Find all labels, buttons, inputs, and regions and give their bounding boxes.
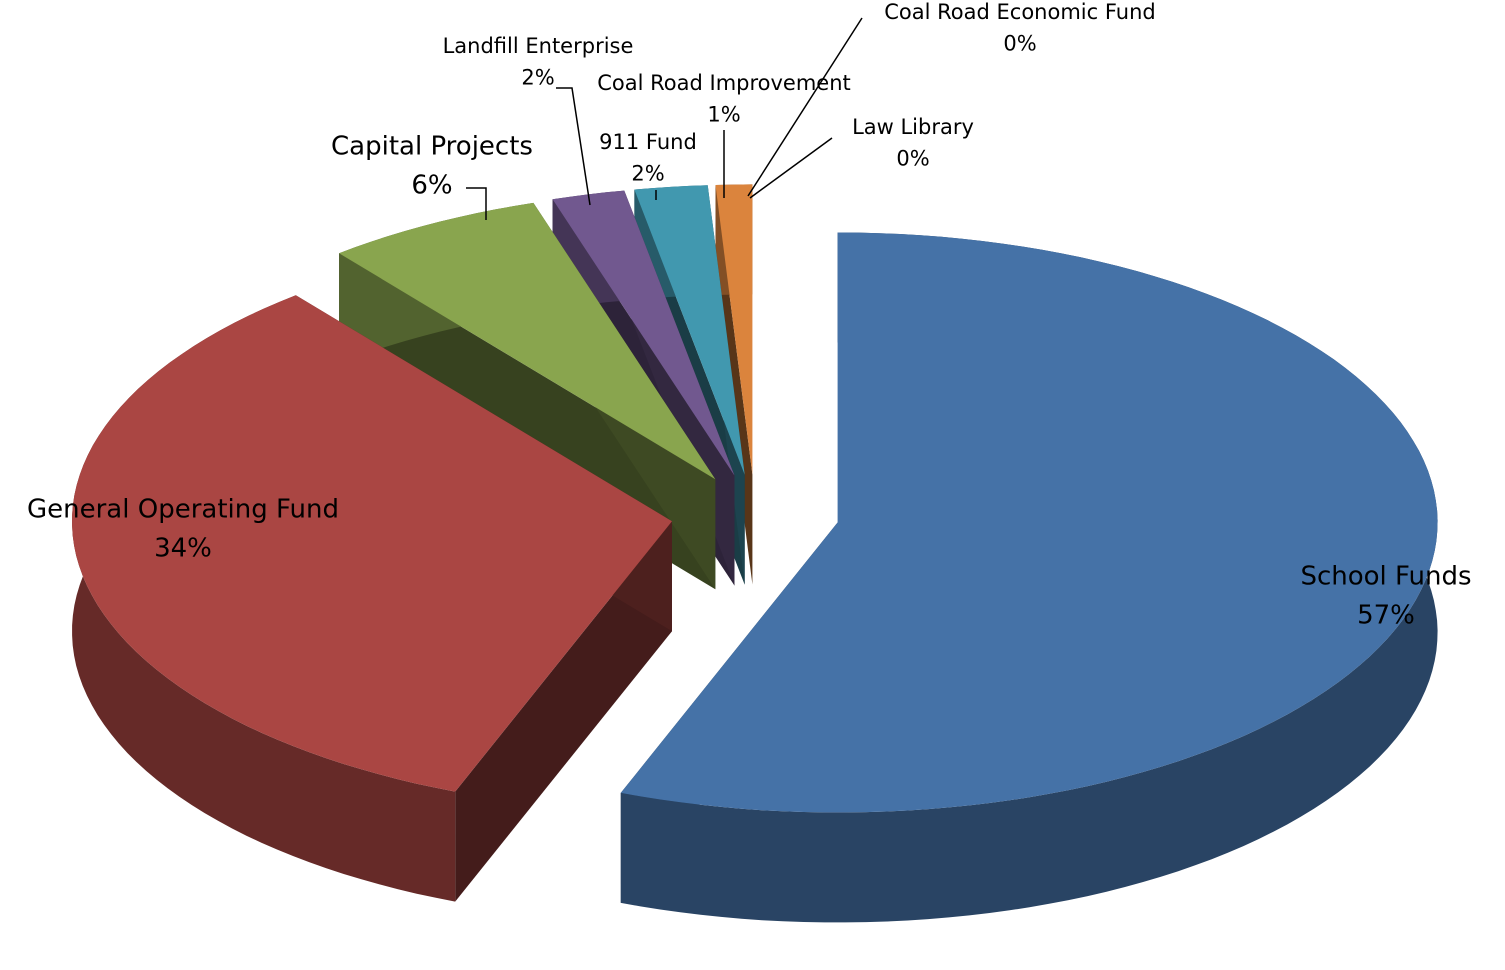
- slice-top: [715, 184, 753, 475]
- slice-label: Law Library: [852, 115, 974, 139]
- slice: [72, 295, 673, 902]
- slice-value-label: 2%: [521, 66, 554, 90]
- slice: [620, 232, 1438, 923]
- slice-value-label: 1%: [707, 103, 740, 127]
- slice-value-label: 57%: [1357, 601, 1415, 631]
- leader-line: [556, 87, 591, 206]
- slice-label: Capital Projects: [331, 132, 533, 162]
- slice-value-label: 2%: [631, 162, 664, 186]
- slice-top: [72, 295, 673, 792]
- slice-label: Coal Road Improvement: [597, 71, 851, 95]
- slice-value-label: 0%: [896, 147, 929, 171]
- slice-label: School Funds: [1300, 562, 1471, 592]
- slice-label: General Operating Fund: [27, 495, 339, 525]
- slice-label: Coal Road Economic Fund: [884, 0, 1155, 24]
- slice-top: [634, 185, 745, 475]
- slice-value-label: 34%: [154, 534, 212, 564]
- slice-top: [552, 190, 735, 476]
- leader-line: [749, 137, 833, 199]
- slice-side: [455, 521, 672, 902]
- slice-label: 911 Fund: [599, 130, 697, 154]
- slice-top: [620, 232, 1438, 813]
- slice-value-label: 6%: [411, 171, 452, 201]
- slice-value-label: 0%: [1003, 32, 1036, 56]
- slice-top: [339, 202, 716, 480]
- slice-label: Landfill Enterprise: [443, 34, 634, 58]
- leader-line: [747, 17, 863, 197]
- leader-line: [466, 187, 487, 220]
